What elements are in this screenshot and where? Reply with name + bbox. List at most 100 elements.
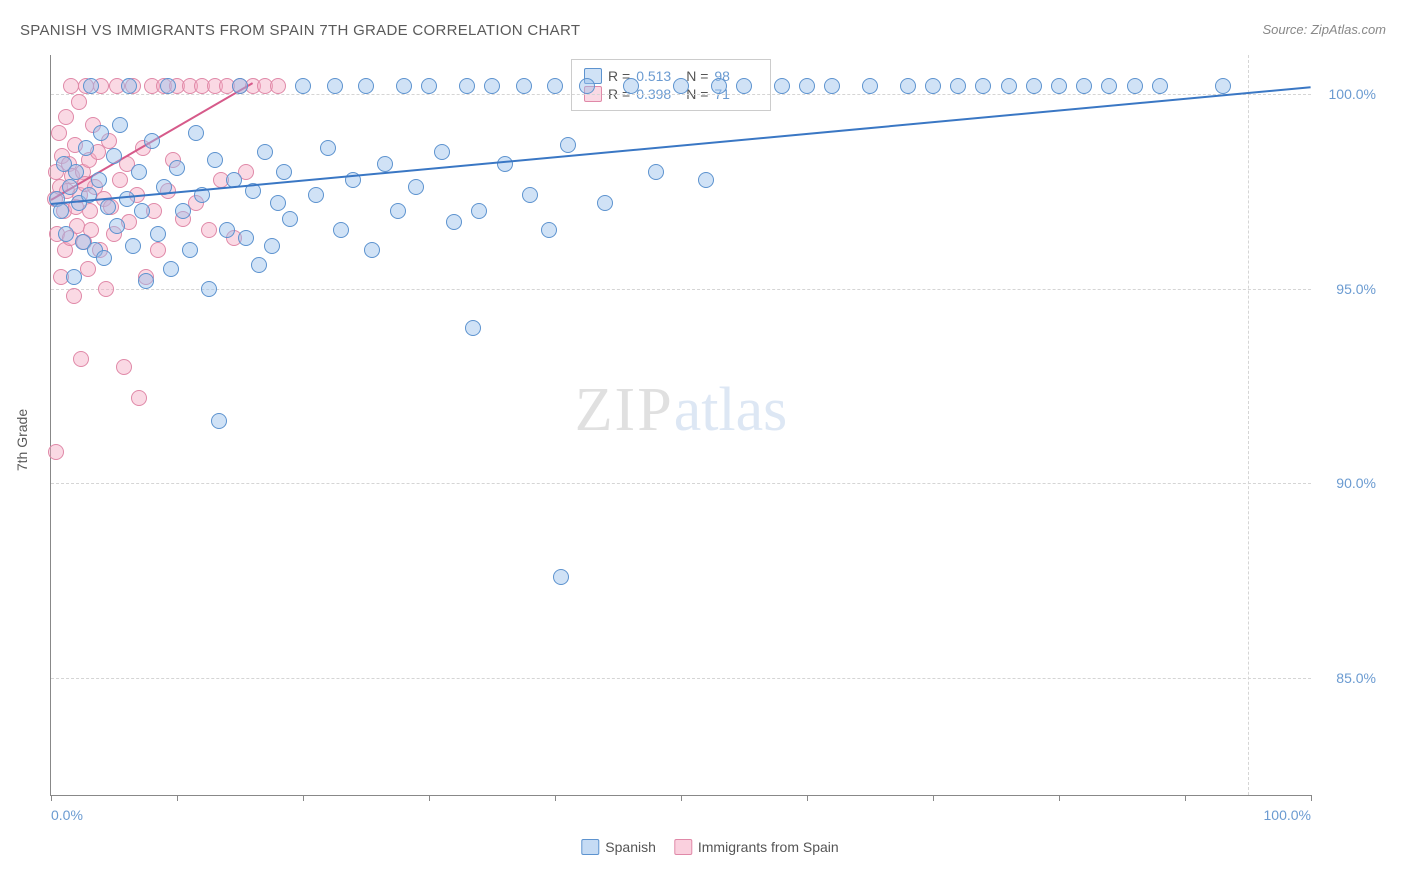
scatter-point [434, 144, 450, 160]
scatter-point [150, 242, 166, 258]
scatter-point [522, 187, 538, 203]
scatter-point [219, 222, 235, 238]
scatter-point [673, 78, 689, 94]
x-tick-mark [933, 795, 934, 801]
scatter-point [53, 203, 69, 219]
scatter-point [138, 273, 154, 289]
scatter-point [547, 78, 563, 94]
scatter-point [112, 117, 128, 133]
scatter-point [232, 78, 248, 94]
scatter-point [1026, 78, 1042, 94]
scatter-point [182, 242, 198, 258]
gridline-horizontal [51, 483, 1311, 484]
watermark-part1: ZIP [575, 376, 674, 444]
legend-label: Immigrants from Spain [698, 839, 839, 855]
scatter-point [1152, 78, 1168, 94]
watermark: ZIPatlas [575, 374, 788, 446]
gridline-horizontal [51, 678, 1311, 679]
scatter-point [100, 199, 116, 215]
scatter-point [1215, 78, 1231, 94]
x-tick-mark [1059, 795, 1060, 801]
scatter-point [377, 156, 393, 172]
scatter-point [497, 156, 513, 172]
scatter-point [446, 214, 462, 230]
scatter-point [80, 261, 96, 277]
bottom-legend-item: Spanish [581, 839, 656, 855]
scatter-point [1051, 78, 1067, 94]
scatter-point [63, 78, 79, 94]
y-tick-label: 85.0% [1316, 670, 1376, 686]
scatter-point [160, 78, 176, 94]
scatter-point [175, 203, 191, 219]
scatter-point [925, 78, 941, 94]
scatter-point [78, 140, 94, 156]
gridline-horizontal [51, 289, 1311, 290]
scatter-point [201, 281, 217, 297]
scatter-point [211, 413, 227, 429]
scatter-point [282, 211, 298, 227]
bottom-legend: Spanish Immigrants from Spain [581, 839, 838, 855]
scatter-point [163, 261, 179, 277]
scatter-point [134, 203, 150, 219]
scatter-point [648, 164, 664, 180]
scatter-point [698, 172, 714, 188]
scatter-point [390, 203, 406, 219]
scatter-point [774, 78, 790, 94]
scatter-point [516, 78, 532, 94]
x-tick-mark [429, 795, 430, 801]
scatter-point [144, 133, 160, 149]
x-tick-mark [807, 795, 808, 801]
scatter-point [91, 172, 107, 188]
scatter-point [711, 78, 727, 94]
scatter-point [1127, 78, 1143, 94]
scatter-point [364, 242, 380, 258]
scatter-point [862, 78, 878, 94]
scatter-point [201, 222, 217, 238]
scatter-point [73, 351, 89, 367]
y-tick-label: 100.0% [1316, 86, 1376, 102]
legend-swatch [581, 839, 599, 855]
scatter-point [66, 269, 82, 285]
scatter-point [1001, 78, 1017, 94]
scatter-point [188, 125, 204, 141]
stats-legend-row-spanish: R = 0.513 N = 98 [584, 68, 758, 84]
scatter-point [358, 78, 374, 94]
x-tick-mark [177, 795, 178, 801]
scatter-plot: ZIPatlas R = 0.513 N = 98 R = 0.398 N = … [50, 55, 1311, 796]
scatter-point [320, 140, 336, 156]
scatter-point [71, 94, 87, 110]
scatter-point [131, 390, 147, 406]
x-tick-mark [303, 795, 304, 801]
scatter-point [169, 160, 185, 176]
scatter-point [66, 288, 82, 304]
scatter-point [150, 226, 166, 242]
scatter-point [471, 203, 487, 219]
scatter-point [484, 78, 500, 94]
x-tick-mark [555, 795, 556, 801]
scatter-point [1101, 78, 1117, 94]
gridline-vertical [1248, 55, 1249, 795]
scatter-point [264, 238, 280, 254]
scatter-point [333, 222, 349, 238]
scatter-point [308, 187, 324, 203]
chart-area: 7th Grade ZIPatlas R = 0.513 N = 98 R = … [50, 55, 1370, 825]
scatter-point [119, 191, 135, 207]
x-tick-mark [681, 795, 682, 801]
legend-n-label: N = [686, 68, 708, 84]
x-tick-label-left: 0.0% [51, 807, 83, 823]
scatter-point [121, 78, 137, 94]
scatter-point [106, 148, 122, 164]
scatter-point [579, 78, 595, 94]
scatter-point [62, 179, 78, 195]
scatter-point [824, 78, 840, 94]
scatter-point [257, 144, 273, 160]
scatter-point [975, 78, 991, 94]
scatter-point [58, 109, 74, 125]
scatter-point [900, 78, 916, 94]
x-tick-mark [1311, 795, 1312, 801]
scatter-point [270, 195, 286, 211]
scatter-point [109, 218, 125, 234]
legend-label: Spanish [605, 839, 656, 855]
scatter-point [950, 78, 966, 94]
scatter-point [541, 222, 557, 238]
